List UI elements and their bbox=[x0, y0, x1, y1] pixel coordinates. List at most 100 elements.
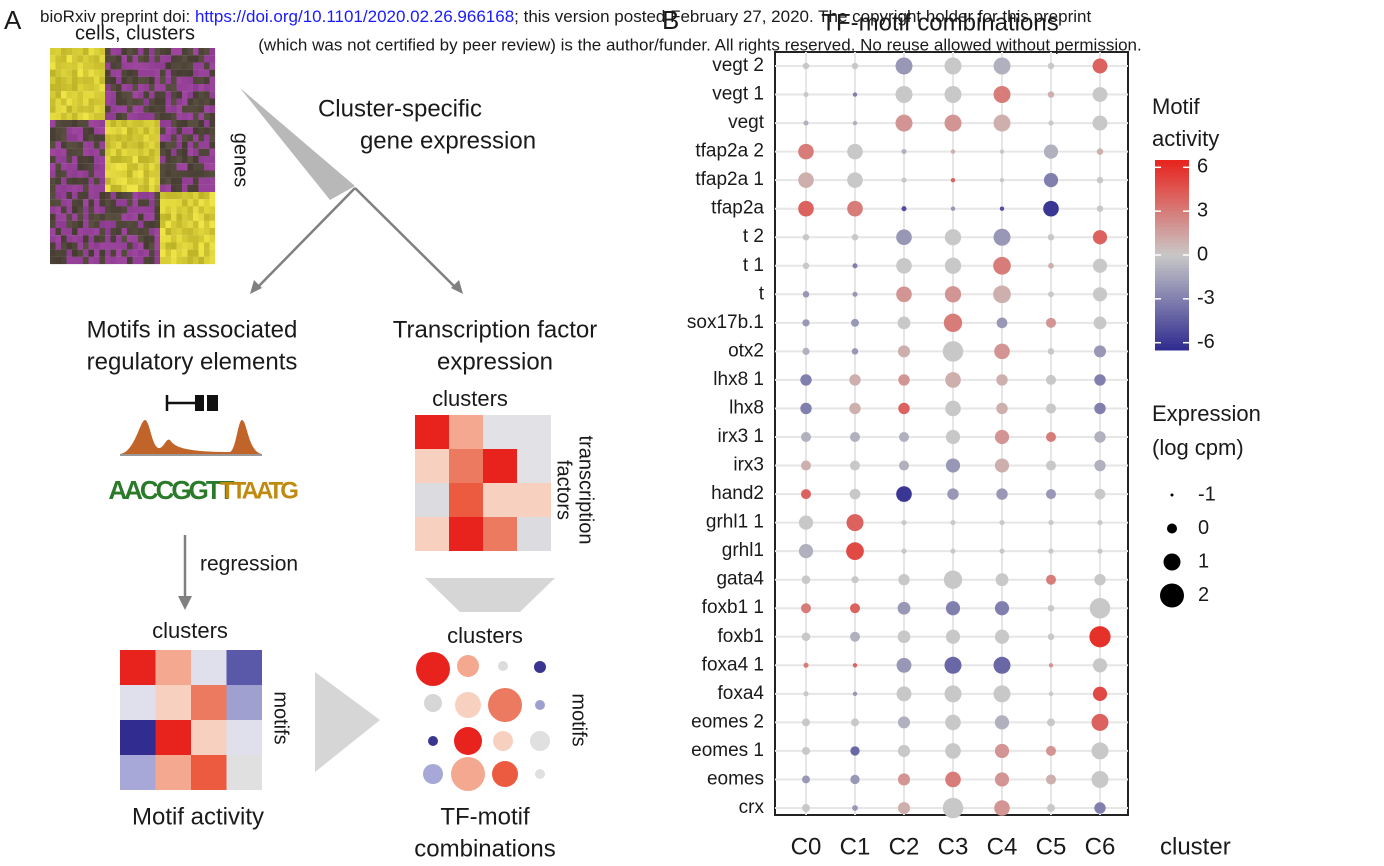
dot bbox=[1049, 692, 1053, 696]
dot bbox=[1093, 59, 1108, 74]
heat-cell bbox=[67, 106, 73, 113]
colorbar-step bbox=[1155, 306, 1189, 310]
heat-cell bbox=[188, 77, 194, 84]
heat-cell bbox=[149, 91, 155, 98]
heat-cell bbox=[105, 235, 111, 242]
heat-cell bbox=[83, 127, 89, 134]
heat-cell bbox=[105, 120, 111, 127]
heat-cell bbox=[78, 62, 84, 69]
heat-cell bbox=[94, 113, 100, 120]
heat-cell bbox=[160, 84, 166, 91]
dot bbox=[1044, 173, 1058, 187]
colorbar-step bbox=[1155, 246, 1189, 250]
heat-cell bbox=[50, 242, 56, 249]
heat-cell bbox=[177, 106, 183, 113]
heat-cell bbox=[89, 70, 95, 77]
dot bbox=[1093, 658, 1107, 672]
heat-cell bbox=[155, 206, 161, 213]
heat-cell bbox=[149, 120, 155, 127]
heat-cell bbox=[89, 91, 95, 98]
dot bbox=[852, 348, 859, 355]
doi-link[interactable]: https://doi.org/10.1101/2020.02.26.96616… bbox=[195, 7, 514, 26]
dot bbox=[1097, 549, 1102, 554]
gene-icon bbox=[207, 395, 218, 411]
heat-cell bbox=[78, 48, 84, 55]
heat-cell bbox=[78, 91, 84, 98]
heat-cell bbox=[156, 685, 192, 720]
heat-cell bbox=[122, 98, 128, 105]
dot bbox=[945, 115, 962, 132]
heat-cell bbox=[166, 106, 172, 113]
heat-cell bbox=[94, 70, 100, 77]
dot bbox=[799, 544, 813, 558]
heat-cell bbox=[133, 185, 139, 192]
dot bbox=[898, 716, 910, 728]
heat-cell bbox=[144, 185, 150, 192]
heat-cell bbox=[210, 113, 216, 120]
dot bbox=[1095, 489, 1106, 500]
heat-cell bbox=[155, 91, 161, 98]
heat-cell bbox=[56, 156, 62, 163]
heat-cell bbox=[149, 163, 155, 170]
tf-heatmap bbox=[415, 415, 551, 551]
dot bbox=[996, 403, 1007, 414]
heat-cell bbox=[105, 134, 111, 141]
heat-cell bbox=[78, 170, 84, 177]
heat-cell bbox=[138, 192, 144, 199]
caption: gene expression bbox=[360, 127, 536, 154]
heat-cell bbox=[72, 235, 78, 242]
panel-label: B bbox=[662, 5, 679, 35]
heat-cell bbox=[160, 192, 166, 199]
dot bbox=[802, 632, 811, 641]
dot bbox=[896, 58, 913, 75]
colorbar-step bbox=[1155, 173, 1189, 177]
heat-cell bbox=[61, 62, 67, 69]
heat-cell bbox=[94, 206, 100, 213]
heat-cell bbox=[89, 149, 95, 156]
dot bbox=[951, 149, 955, 153]
heat-cell bbox=[116, 84, 122, 91]
row-label: irx3 bbox=[733, 455, 764, 476]
dot bbox=[1048, 348, 1055, 355]
heat-cell bbox=[72, 170, 78, 177]
heat-cell bbox=[100, 257, 106, 264]
heatmap-label: motifs bbox=[568, 693, 590, 746]
colorbar-step bbox=[1155, 176, 1189, 180]
heat-cell bbox=[199, 257, 205, 264]
heat-cell bbox=[116, 257, 122, 264]
heat-cell bbox=[155, 134, 161, 141]
dot bbox=[847, 514, 864, 531]
dot bbox=[1093, 116, 1108, 131]
heat-cell bbox=[56, 106, 62, 113]
heat-cell bbox=[50, 192, 56, 199]
heat-cell bbox=[116, 134, 122, 141]
heat-cell bbox=[67, 221, 73, 228]
heat-cell bbox=[210, 91, 216, 98]
dot bbox=[1046, 461, 1056, 471]
heat-cell bbox=[78, 199, 84, 206]
heat-cell bbox=[191, 650, 227, 685]
heat-cell bbox=[50, 142, 56, 149]
heat-cell bbox=[166, 170, 172, 177]
heat-cell bbox=[133, 77, 139, 84]
heat-cell bbox=[61, 149, 67, 156]
heat-cell bbox=[127, 106, 133, 113]
heat-cell bbox=[72, 156, 78, 163]
heat-cell bbox=[144, 134, 150, 141]
heat-cell bbox=[204, 91, 210, 98]
heat-cell bbox=[210, 134, 216, 141]
heat-cell bbox=[100, 149, 106, 156]
heat-cell bbox=[89, 185, 95, 192]
heat-cell bbox=[182, 106, 188, 113]
heat-cell bbox=[193, 98, 199, 105]
heat-cell bbox=[138, 113, 144, 120]
heat-cell bbox=[78, 206, 84, 213]
heat-cell bbox=[188, 250, 194, 257]
heat-cell bbox=[210, 206, 216, 213]
heat-cell bbox=[160, 185, 166, 192]
heat-cell bbox=[138, 48, 144, 55]
combo-dot bbox=[457, 655, 479, 677]
heat-cell bbox=[149, 156, 155, 163]
heat-cell bbox=[72, 142, 78, 149]
heat-cell bbox=[127, 257, 133, 264]
